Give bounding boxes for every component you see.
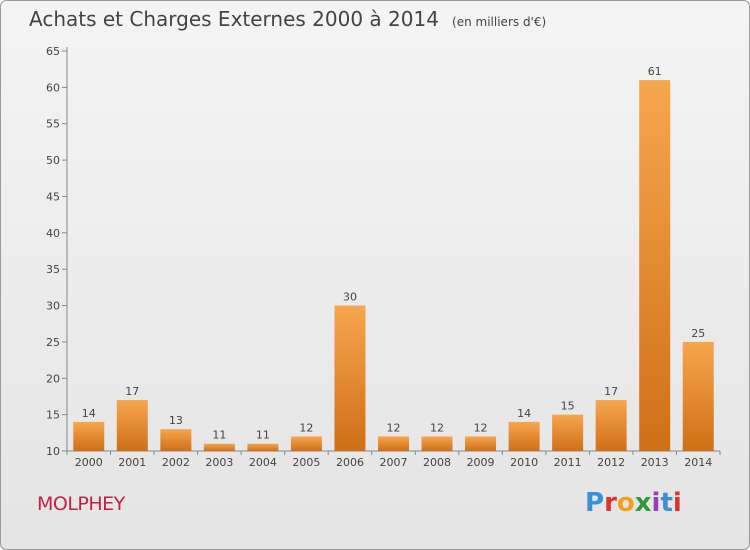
bar-2002 [160,429,192,451]
data-label-2005: 12 [299,421,313,434]
bar-2000 [73,421,105,451]
x-tick-label-2004: 2004 [249,456,277,469]
x-axis: 2000 2001 2002 2003 2004 2005 2006 2007 2008 2009… [66,450,721,469]
x-tick-label-2005: 2005 [292,456,320,469]
bar-2005 [290,436,322,451]
proxiti-logo: Proxiti [585,488,682,518]
data-label-2002: 13 [169,414,183,427]
bar-2010 [508,421,540,451]
y-tick-label: 55 [46,118,60,131]
x-tick-label-2014: 2014 [684,456,712,469]
bar-2004 [247,443,279,451]
data-label-2001: 17 [125,385,139,398]
y-tick-label: 35 [46,263,60,276]
bar-2008 [421,436,453,451]
y-tick-label: 40 [46,227,60,240]
x-tick-label-2007: 2007 [380,456,408,469]
x-tick-label-2003: 2003 [205,456,233,469]
x-tick-label-2006: 2006 [336,456,364,469]
x-tick-label-2010: 2010 [510,456,538,469]
y-tick-label: 30 [46,300,60,313]
data-label-2004: 11 [256,429,270,442]
data-label-2012: 17 [604,385,618,398]
data-label-2007: 12 [387,421,401,434]
x-tick-label-2002: 2002 [162,456,190,469]
data-label-2010: 14 [517,407,531,420]
bar-2007 [378,436,409,451]
data-label-2000: 14 [82,407,96,420]
y-tick-label: 65 [46,45,60,58]
bar-2014 [682,341,714,451]
y-tick-label: 45 [46,190,60,203]
y-tick-label: 25 [46,336,60,349]
y-tick-label: 20 [46,372,60,385]
y-tick-label: 10 [46,445,60,458]
bar-2003 [203,443,235,451]
commune-name: MOLPHEY [37,493,125,515]
data-label-2013: 61 [648,65,662,78]
bar-2009 [465,436,497,451]
data-label-2011: 15 [561,400,575,413]
chart-title: Achats et Charges Externes 2000 à 2014 (… [29,7,546,31]
logo-letter: o [616,488,635,518]
bar-2001 [116,400,148,451]
x-tick-label-2000: 2000 [75,456,103,469]
chart-title-main: Achats et Charges Externes 2000 à 2014 [29,7,439,31]
x-tick-label-2013: 2013 [641,456,669,469]
bar-2006 [334,305,366,451]
logo-letter: r [604,488,617,518]
x-tick-label-2012: 2012 [597,456,625,469]
x-tick-label-2001: 2001 [118,456,146,469]
bar-2011 [552,414,584,451]
data-label-2014: 25 [691,327,705,340]
data-label-2006: 30 [343,291,357,304]
chart-title-unit: (en milliers d'€) [452,15,547,29]
logo-letter: t [660,488,673,518]
bar-2013 [639,80,671,451]
x-tick-label-2008: 2008 [423,456,451,469]
x-tick-label-2011: 2011 [554,456,582,469]
data-label-2008: 12 [430,421,444,434]
y-axis: 10 15 20 25 30 35 40 45 50 55 60 65 [46,45,68,458]
y-tick-label: 60 [46,81,60,94]
bar-2012 [595,400,627,451]
y-tick-label: 15 [46,409,60,422]
logo-letter: i [672,488,682,518]
logo-letter: i [651,488,661,518]
y-tick-label: 50 [46,154,60,167]
x-tick-label-2009: 2009 [467,456,495,469]
bars [73,80,714,451]
logo-letter: P [585,488,605,518]
data-labels: 14 17 13 11 11 12 30 12 12 12 14 15 17 61 25 [82,65,705,442]
logo-letter: x [634,488,652,518]
data-label-2009: 12 [474,421,488,434]
data-label-2003: 11 [212,429,226,442]
